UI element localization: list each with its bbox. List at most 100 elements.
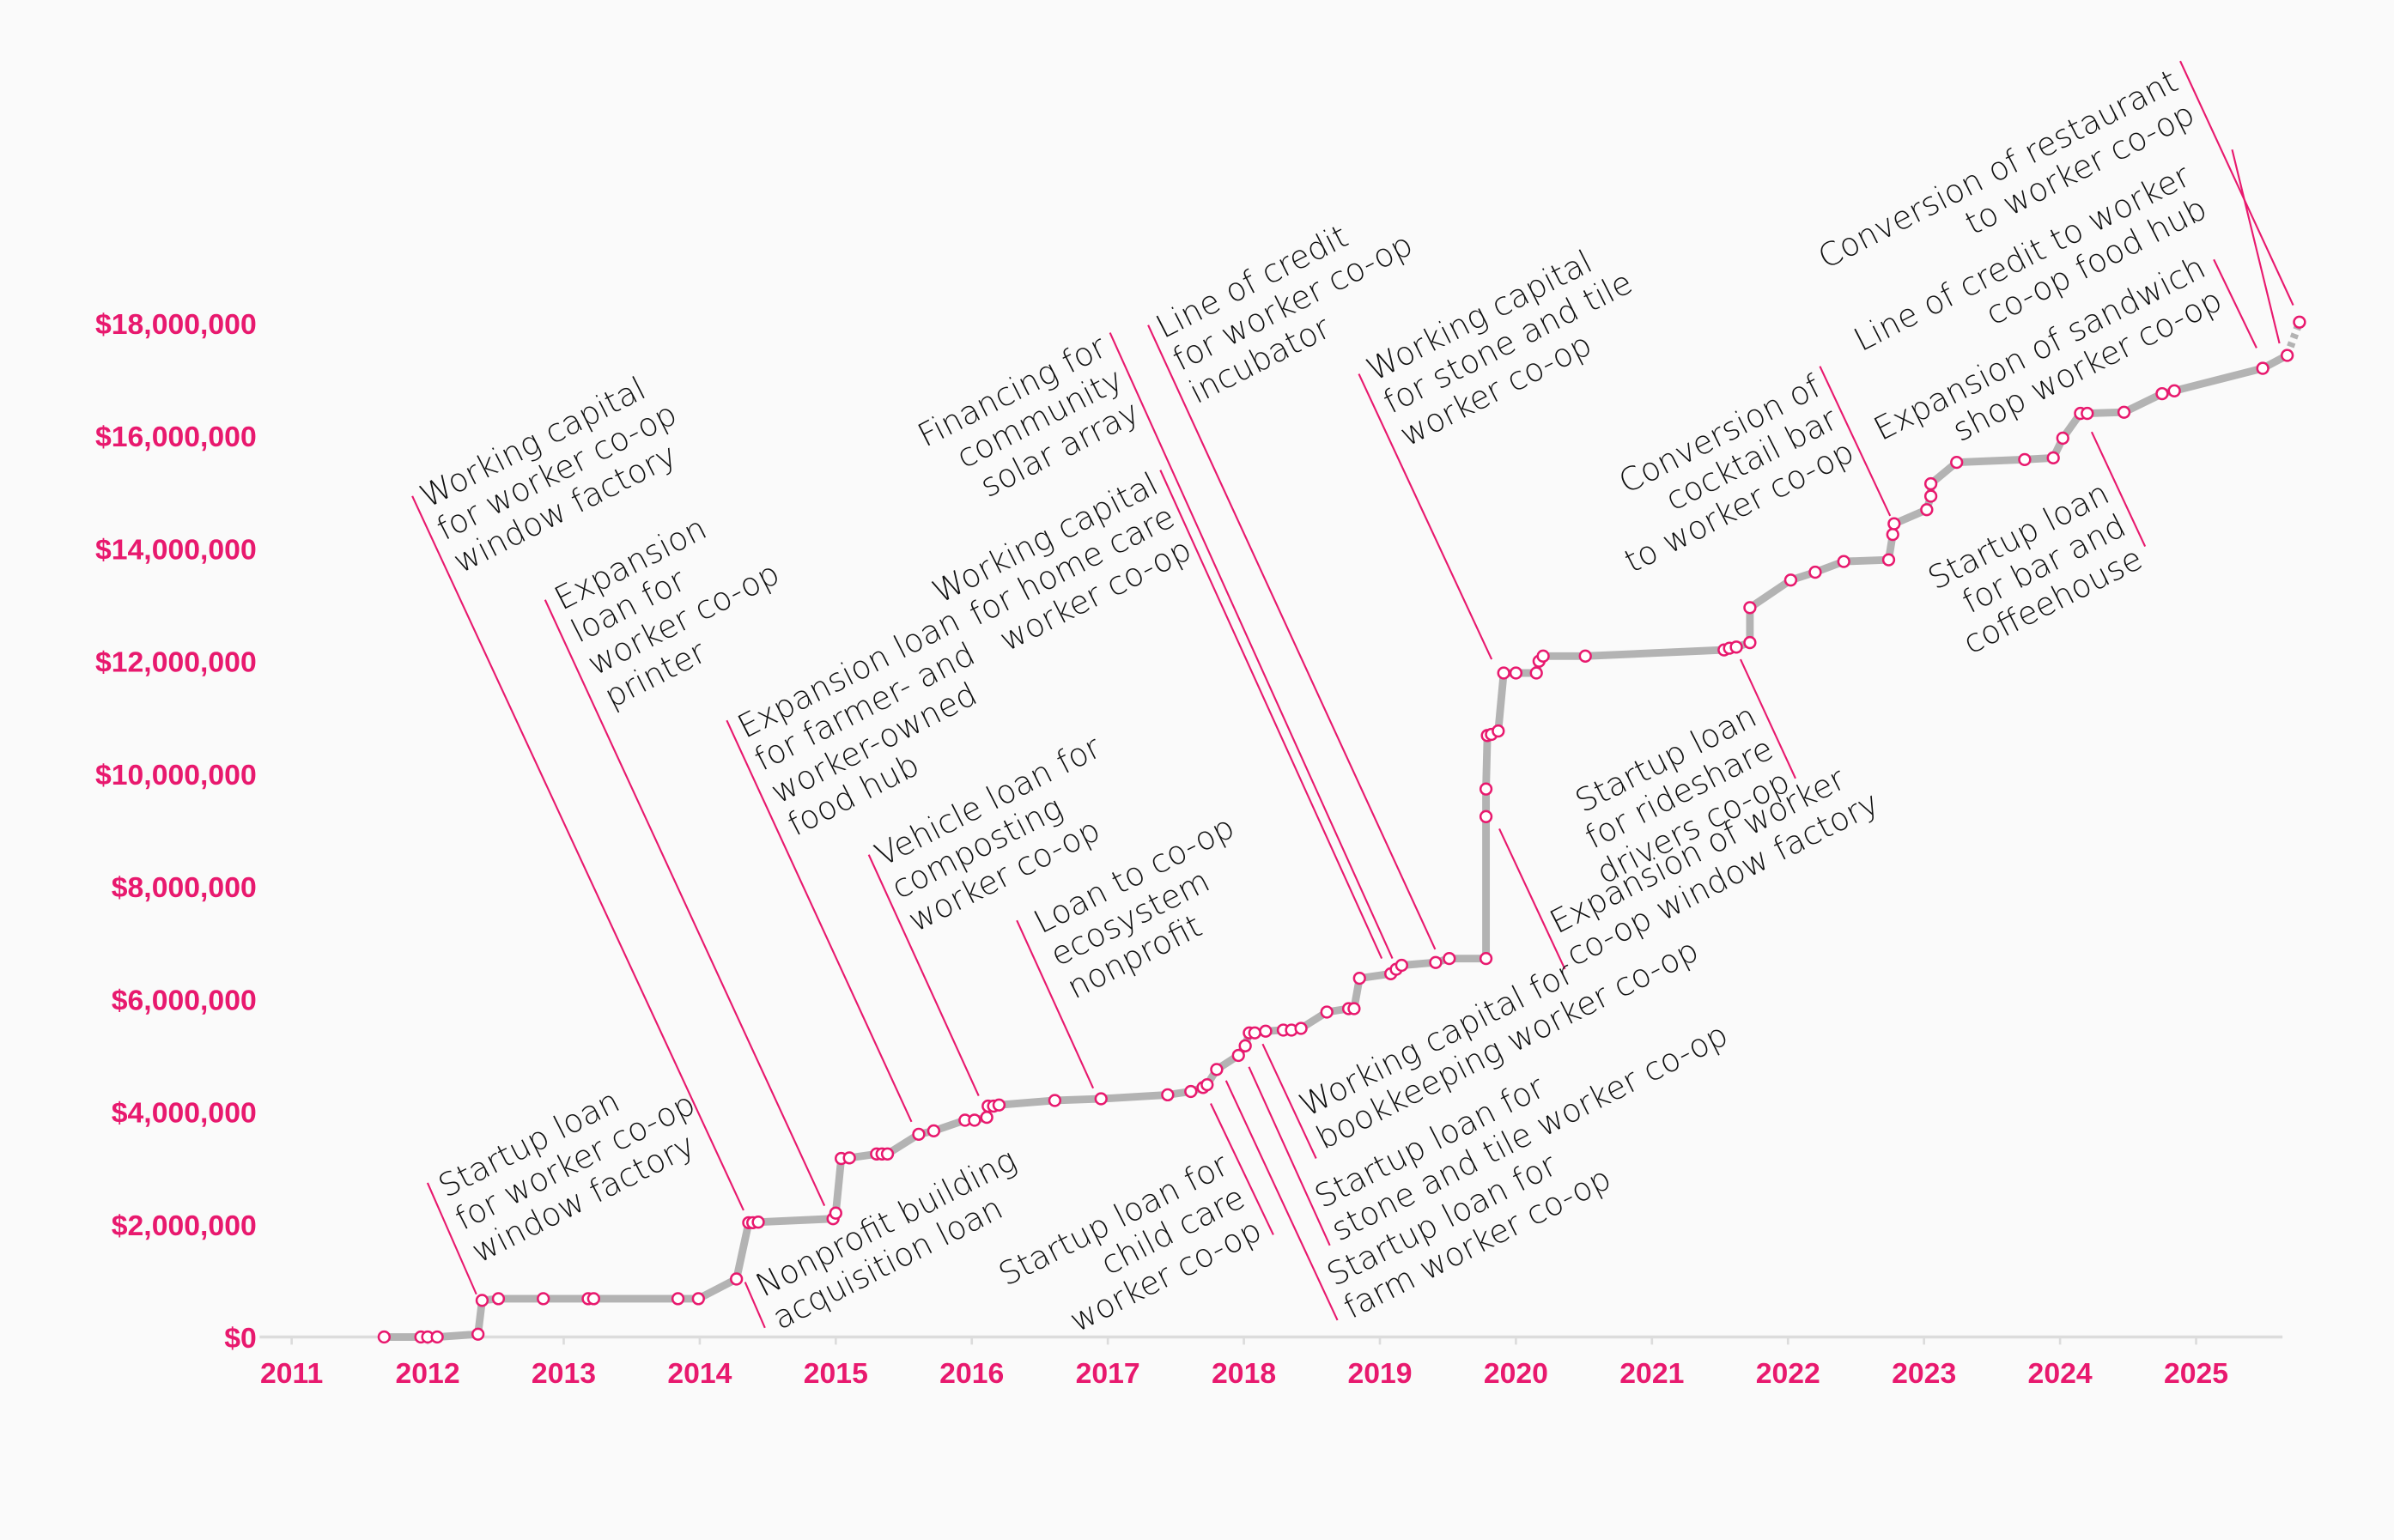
data-point [1886, 527, 1899, 542]
data-point [1394, 958, 1408, 973]
data-point [1950, 455, 1964, 470]
data-point [1429, 955, 1443, 969]
data-point [1479, 782, 1493, 796]
y-tick-label: $14,000,000 [95, 533, 257, 566]
data-point [1231, 1048, 1245, 1063]
data-point [1479, 809, 1493, 823]
y-tick-label: $12,000,000 [95, 646, 257, 679]
leader-a17 [1739, 658, 1796, 779]
data-point [1783, 573, 1798, 587]
data-point [927, 1124, 941, 1138]
data-point [1210, 1063, 1224, 1076]
data-point [1352, 971, 1366, 985]
x-tick-label: 2019 [1347, 1357, 1412, 1390]
data-point [586, 1292, 600, 1306]
data-point [2117, 405, 2131, 419]
annotation-a4: Nonprofit buildingacquisition loan [750, 1141, 1039, 1337]
leader-a10 [1147, 324, 1437, 950]
data-point [475, 1294, 489, 1307]
data-point [992, 1098, 1006, 1112]
data-point [2056, 431, 2069, 446]
data-point [980, 1111, 993, 1125]
data-point [1094, 1092, 1108, 1106]
data-point [691, 1292, 705, 1306]
data-point [1920, 503, 1934, 517]
leader-a19 [2090, 431, 2147, 547]
annotation-a3: Expansionloan forworker co-opprinter [548, 488, 801, 715]
y-tick-label: $10,000,000 [95, 759, 257, 791]
y-tick-label: $18,000,000 [95, 308, 257, 341]
data-point [1923, 476, 1938, 491]
data-point [1743, 601, 1757, 615]
data-point [537, 1292, 550, 1306]
leader-a12 [1358, 373, 1493, 660]
data-point [842, 1151, 856, 1165]
data-point [377, 1330, 392, 1344]
data-point [968, 1113, 981, 1127]
y-tick-label: $8,000,000 [112, 871, 257, 904]
data-point [1837, 555, 1850, 568]
leader-a6 [867, 854, 980, 1097]
data-point [1923, 489, 1938, 503]
data-point [880, 1147, 895, 1161]
data-point [1881, 553, 1896, 567]
leader-a18 [1819, 366, 1892, 517]
axes: 2011 2012 2013 2014 2015 2016 2017 2018 2019 2020… [95, 308, 2283, 1390]
x-tick-label: 2025 [2164, 1357, 2228, 1390]
y-tick-label: $2,000,000 [112, 1210, 257, 1242]
x-tick-label: 2021 [1619, 1357, 1684, 1390]
annotation-a18: Conversion ofcocktail barto worker co-op [1585, 367, 1861, 580]
annotations: Startup loanfor worker co-opwindow facto… [414, 62, 2227, 1339]
data-point [491, 1292, 506, 1306]
data-point [1259, 1024, 1273, 1038]
leader-a22 [2179, 60, 2294, 306]
data-point [2046, 451, 2060, 465]
leader-a2 [411, 495, 744, 1211]
data-point [1294, 1022, 1308, 1035]
data-point [1887, 517, 1901, 531]
y-tick-label: $4,000,000 [112, 1097, 257, 1130]
data-point [1509, 666, 1523, 680]
data-point [1443, 951, 1456, 966]
x-tick-label: 2020 [1484, 1357, 1548, 1390]
data-point [2081, 406, 2094, 421]
data-point [1743, 635, 1757, 650]
data-point [1479, 951, 1493, 966]
leader-a3 [544, 599, 826, 1207]
data-point [1347, 1002, 1361, 1016]
data-point [2167, 384, 2181, 397]
y-tick-label: $0 [224, 1322, 257, 1355]
x-tick-label: 2012 [396, 1357, 460, 1390]
x-tick-label: 2016 [939, 1357, 1004, 1390]
leader-a14 [1248, 1066, 1331, 1246]
data-point [1808, 565, 1822, 579]
leader-a13 [1261, 1043, 1317, 1159]
series-markers [377, 315, 2306, 1344]
data-point [1238, 1039, 1252, 1052]
data-point [430, 1330, 444, 1344]
x-tick-label: 2017 [1076, 1357, 1140, 1390]
data-point [1578, 649, 1592, 663]
leader-a7 [1016, 919, 1095, 1089]
leader-a9 [1109, 332, 1394, 960]
data-point [1529, 666, 1543, 680]
leader-a16 [1498, 828, 1566, 970]
annotation-a19: Startup loanfor bar andcoffeehouse [1922, 474, 2148, 663]
data-point [1320, 1005, 1334, 1019]
data-point [1492, 724, 1505, 738]
data-point [1200, 1077, 1214, 1092]
x-tick-label: 2022 [1756, 1357, 1820, 1390]
data-point [1497, 666, 1510, 680]
data-point [1729, 640, 1743, 654]
data-point [912, 1127, 926, 1141]
leader-a8 [1210, 1103, 1274, 1235]
data-point [2293, 315, 2306, 329]
x-tick-label: 2013 [532, 1357, 596, 1390]
data-point [471, 1327, 485, 1341]
annotation-leader-lines [411, 60, 2294, 1329]
y-tick-label: $16,000,000 [95, 421, 257, 453]
data-point [2018, 452, 2032, 466]
data-point [1248, 1026, 1261, 1040]
annotation-a1: Startup loanfor worker co-opwindow facto… [432, 1052, 717, 1270]
